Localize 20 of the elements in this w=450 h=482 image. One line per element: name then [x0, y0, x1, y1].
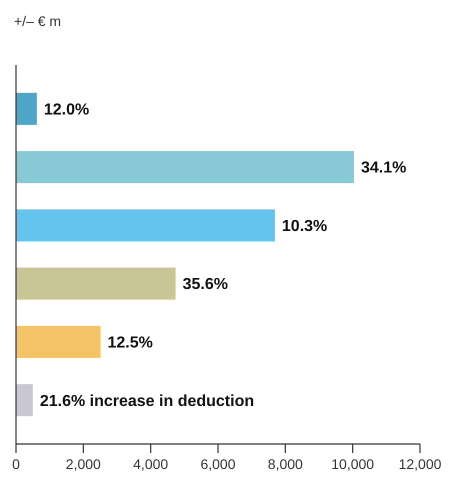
- bar: [16, 384, 33, 416]
- x-tick-label: 0: [12, 456, 20, 472]
- x-tick-label: 6,000: [200, 456, 236, 472]
- x-axis-title: +/– € m: [14, 13, 62, 29]
- bar: [16, 268, 176, 300]
- bar: [16, 151, 354, 184]
- annotation: 10.3%: [282, 218, 328, 235]
- annotation: 12.5%: [108, 334, 153, 352]
- annotation: 12.0%: [44, 101, 90, 118]
- x-tick-label: 2,000: [66, 456, 102, 472]
- bar: [16, 209, 275, 242]
- x-tick-label: 12,000: [398, 456, 442, 472]
- annotation: 35.6%: [182, 276, 228, 294]
- annotation: 21.6% increase in deduction: [40, 392, 254, 410]
- x-tick-label: 8,000: [268, 456, 304, 472]
- annotation: 34.1%: [361, 160, 406, 177]
- x-tick-label: 4,000: [133, 456, 168, 472]
- bar: [16, 92, 37, 125]
- x-tick-label: 10,000: [331, 456, 374, 472]
- bar: [16, 326, 101, 358]
